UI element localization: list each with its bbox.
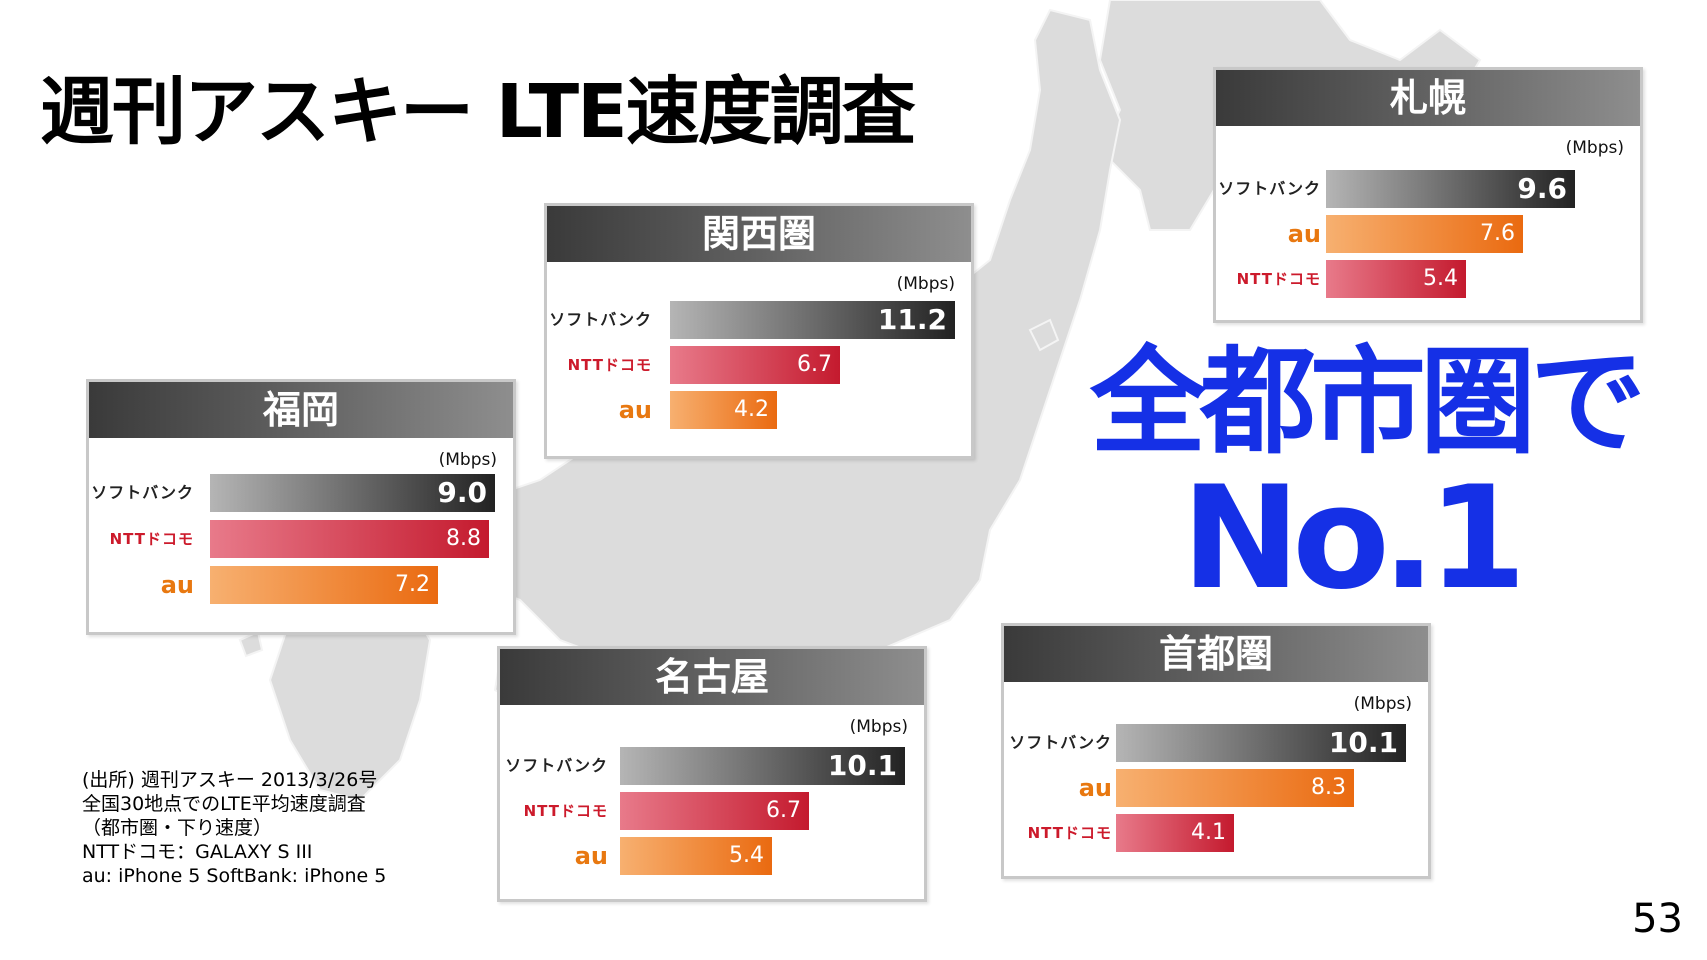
panel-title: 札幌 [1216,70,1640,126]
bar-row-au: au 7.6 [1216,215,1640,253]
bar-au: 8.3 [1116,769,1354,807]
unit-label: (Mbps) [1353,694,1412,714]
unit-label: (Mbps) [1565,138,1624,158]
bar-au: 7.6 [1326,215,1523,253]
bar-row-softbank: ソフトバンク 10.1 [500,747,924,785]
bar-value-label: 10.1 [827,749,897,782]
bar-docomo: 8.8 [210,520,489,558]
panel-title: 福岡 [89,382,513,438]
bar-value-label: 5.4 [729,843,764,868]
bar-au: 4.2 [670,391,777,429]
bar-row-au: au 4.2 [547,391,971,429]
bar-value-label: 9.0 [437,476,487,509]
bar-row-au: au 5.4 [500,837,924,875]
bar-value-label: 7.6 [1480,221,1515,246]
bar-row-softbank: ソフトバンク 11.2 [547,301,971,339]
carrier-label-au: au [1078,774,1112,802]
bar-softbank: 9.0 [210,474,495,512]
carrier-label-au: au [1287,220,1321,248]
carrier-label-softbank: ソフトバンク [1218,179,1321,198]
carrier-label-softbank: ソフトバンク [505,756,608,775]
unit-label: (Mbps) [896,274,955,294]
bar-value-label: 8.8 [446,526,481,551]
chart-panel-nagoya: 名古屋 (Mbps) ソフトバンク 10.1 NTTドコモ 6.7 au 5.4 [497,646,927,902]
source-note: (出所) 週刊アスキー 2013/3/26号 全国30地点でのLTE平均速度調査… [82,768,386,888]
page-number: 53 [1632,896,1683,942]
bar-docomo: 5.4 [1326,260,1466,298]
bar-value-label: 10.1 [1328,726,1398,759]
bar-row-docomo: NTTドコモ 4.1 [1004,814,1428,852]
carrier-label-au: au [160,571,194,599]
source-line: 全国30地点でのLTE平均速度調査 [82,793,366,815]
bar-row-au: au 8.3 [1004,769,1428,807]
carrier-label-au: au [574,842,608,870]
bar-docomo: 6.7 [670,346,840,384]
unit-label: (Mbps) [849,717,908,737]
bar-row-docomo: NTTドコモ 6.7 [500,792,924,830]
bar-row-au: au 7.2 [89,566,513,604]
map-island-sado [1028,318,1060,352]
bar-value-label: 4.1 [1191,820,1226,845]
carrier-label-softbank: ソフトバンク [1009,733,1112,752]
bar-value-label: 11.2 [877,303,947,336]
bar-row-softbank: ソフトバンク 10.1 [1004,724,1428,762]
map-island-goto [238,630,264,658]
bar-docomo: 4.1 [1116,814,1234,852]
bar-row-docomo: NTTドコモ 6.7 [547,346,971,384]
bar-value-label: 6.7 [797,352,832,377]
carrier-label-docomo: NTTドコモ [1027,824,1112,842]
source-line: NTTドコモ：GALAXY S III [82,841,313,863]
carrier-label-docomo: NTTドコモ [523,802,608,820]
slide-title: 週刊アスキー LTE速度調査 [40,69,916,155]
bar-value-label: 8.3 [1311,775,1346,800]
bar-row-docomo: NTTドコモ 5.4 [1216,260,1640,298]
claim-text-line1: 全都市圏で [1090,335,1646,470]
carrier-label-docomo: NTTドコモ [109,530,194,548]
panel-title: 名古屋 [500,649,924,705]
bar-docomo: 6.7 [620,792,809,830]
bar-au: 5.4 [620,837,772,875]
chart-panel-fukuoka: 福岡 (Mbps) ソフトバンク 9.0 NTTドコモ 8.8 au 7.2 [86,379,516,635]
bar-row-docomo: NTTドコモ 8.8 [89,520,513,558]
bar-row-softbank: ソフトバンク 9.0 [89,474,513,512]
bar-softbank: 10.1 [1116,724,1406,762]
chart-panel-kansai: 関西圏 (Mbps) ソフトバンク 11.2 NTTドコモ 6.7 au 4.2 [544,203,974,459]
bar-value-label: 5.4 [1423,266,1458,291]
carrier-label-au: au [618,396,652,424]
bar-softbank: 9.6 [1326,170,1575,208]
source-line: (出所) 週刊アスキー 2013/3/26号 [82,769,378,791]
bar-value-label: 4.2 [734,397,769,422]
bar-softbank: 11.2 [670,301,955,339]
bar-au: 7.2 [210,566,438,604]
bar-value-label: 7.2 [395,572,430,597]
carrier-label-docomo: NTTドコモ [1236,270,1321,288]
bar-value-label: 9.6 [1517,172,1567,205]
unit-label: (Mbps) [438,450,497,470]
source-line: au: iPhone 5 SoftBank: iPhone 5 [82,865,387,887]
bar-row-softbank: ソフトバンク 9.6 [1216,170,1640,208]
carrier-label-docomo: NTTドコモ [567,356,652,374]
bar-softbank: 10.1 [620,747,905,785]
panel-title: 首都圏 [1004,626,1428,682]
source-line: （都市圏・下り速度） [82,817,273,839]
panel-title: 関西圏 [547,206,971,262]
carrier-label-softbank: ソフトバンク [91,483,194,502]
bar-value-label: 6.7 [766,798,801,823]
chart-panel-sapporo: 札幌 (Mbps) ソフトバンク 9.6 au 7.6 NTTドコモ 5.4 [1213,67,1643,323]
chart-panel-shutoken: 首都圏 (Mbps) ソフトバンク 10.1 au 8.3 NTTドコモ 4.1 [1001,623,1431,879]
carrier-label-softbank: ソフトバンク [549,310,652,329]
claim-text-line2: No.1 [1181,456,1526,621]
